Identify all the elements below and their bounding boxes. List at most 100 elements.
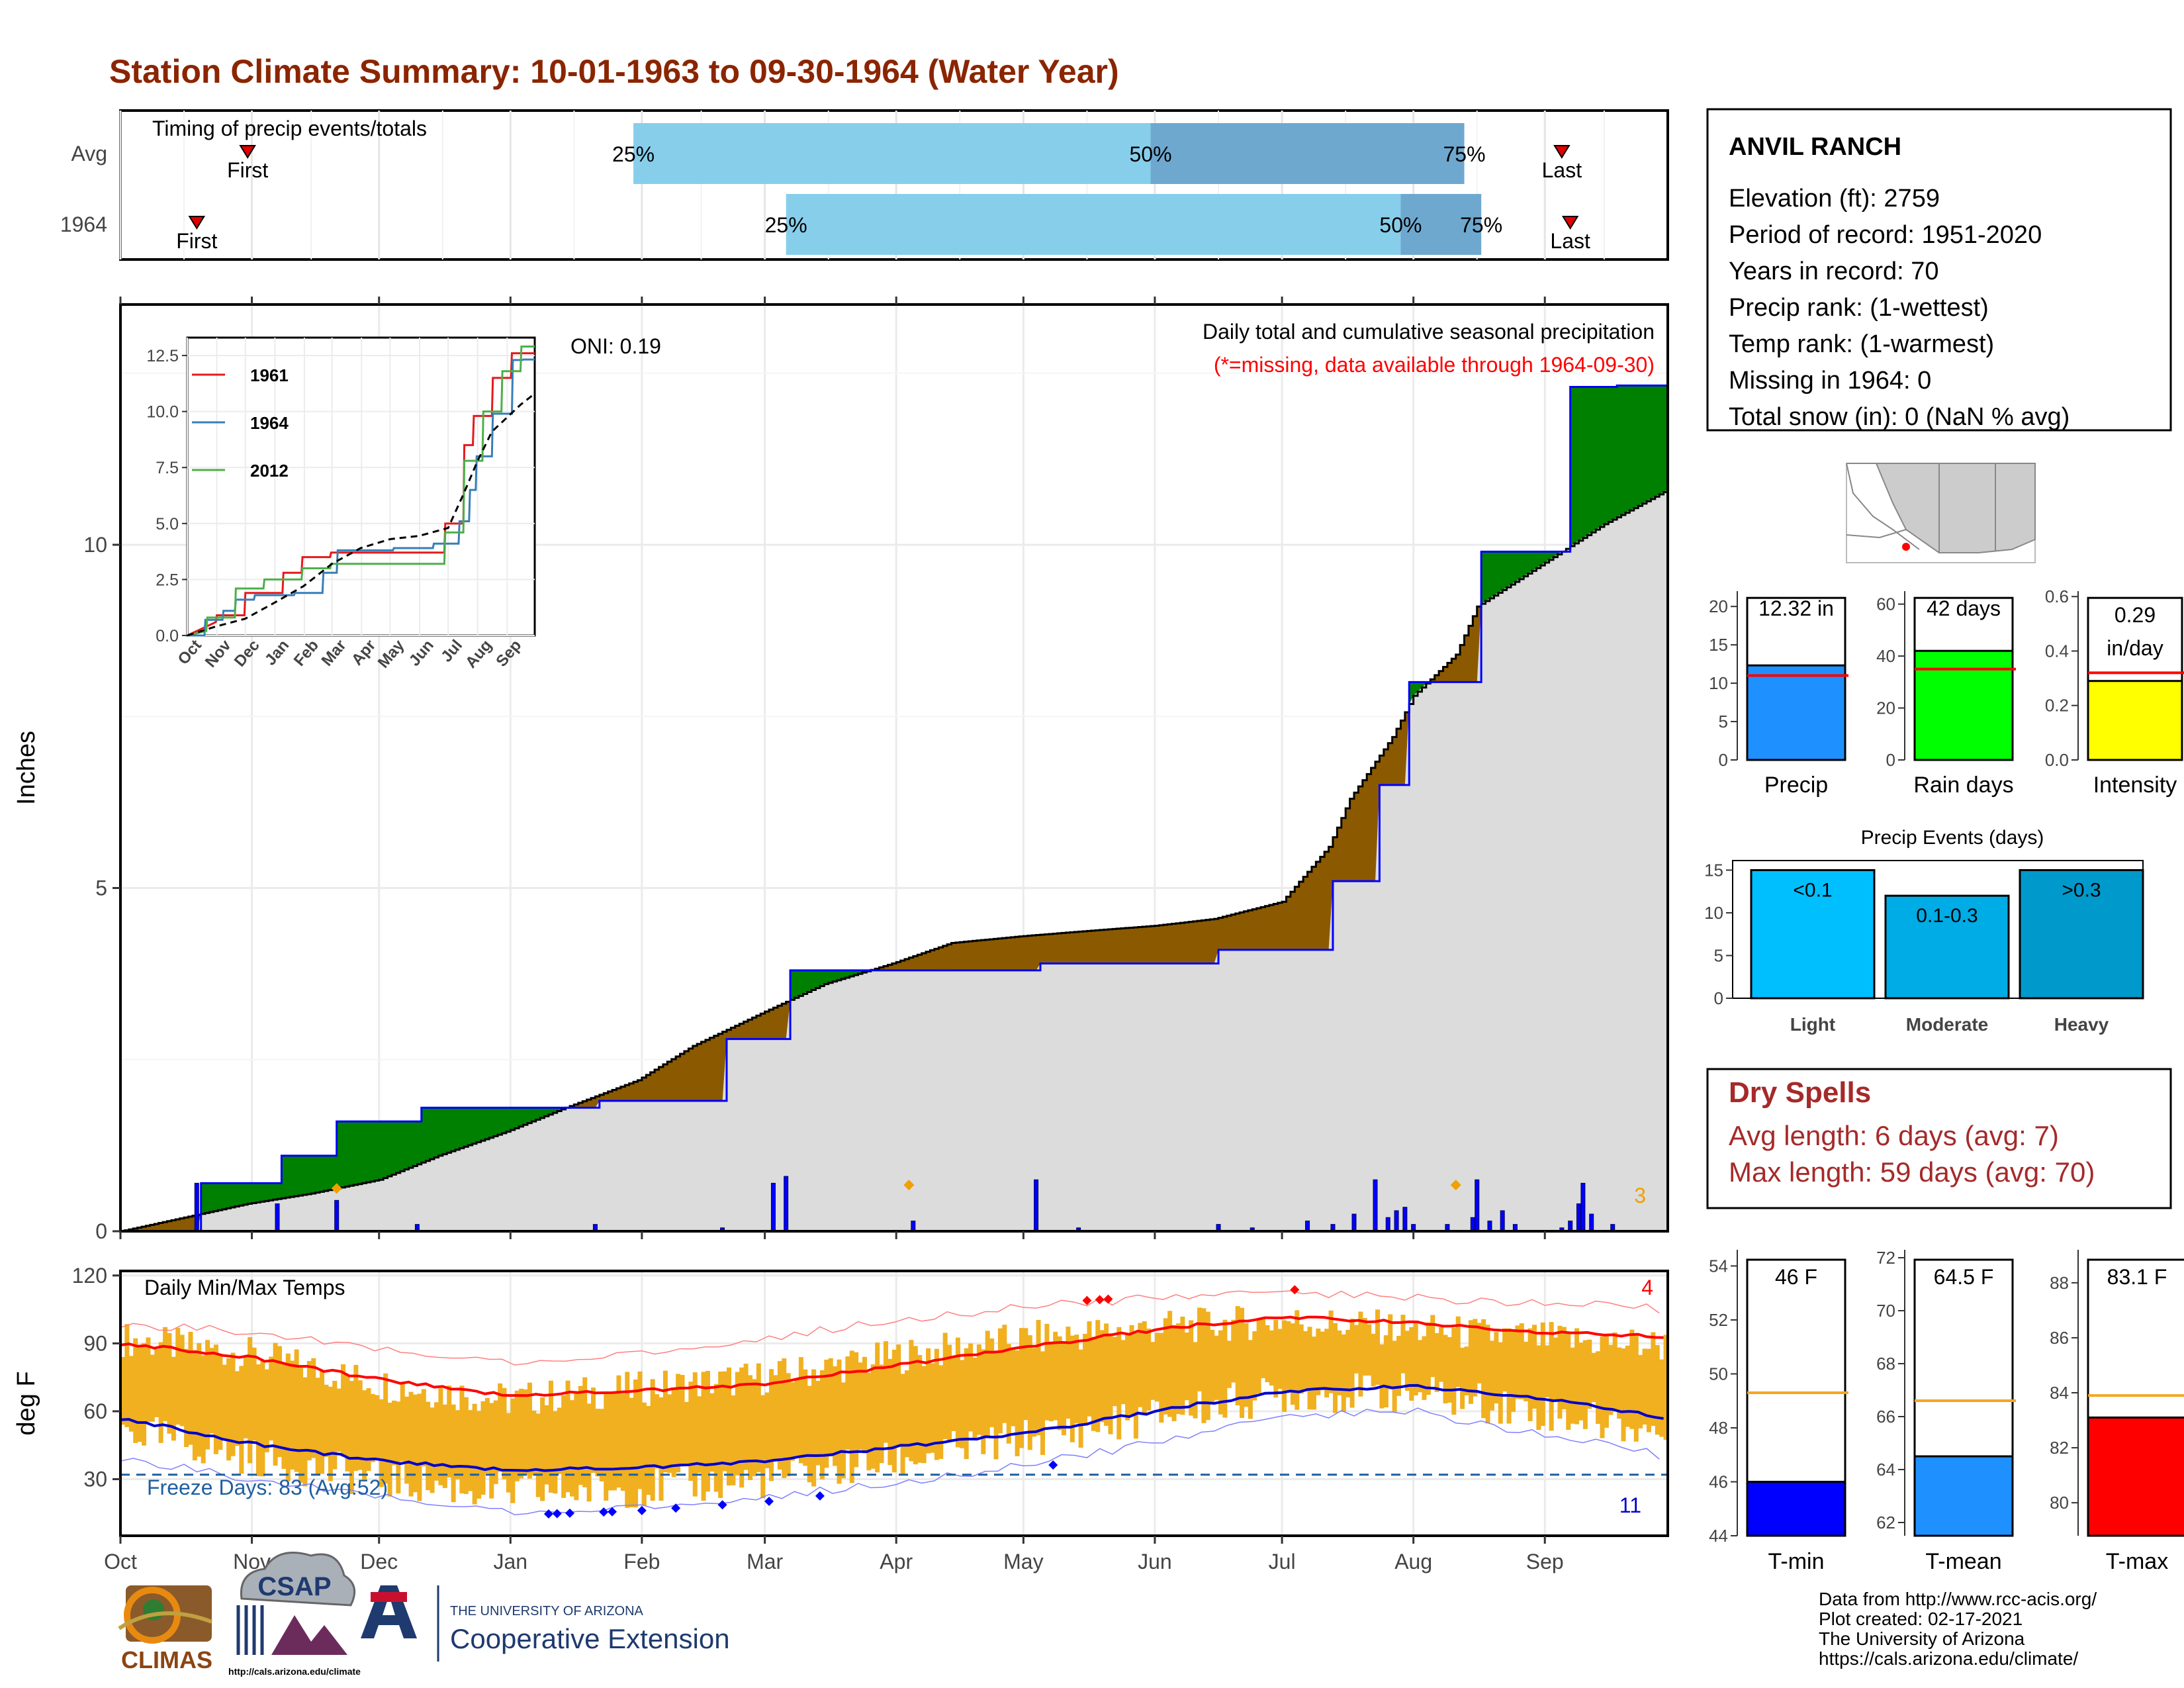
temp-stat-value-label: 64.5 F xyxy=(1934,1265,1994,1289)
csap-url: http://cals.arizona.edu/climate xyxy=(228,1666,361,1677)
inset-avg-line xyxy=(187,393,535,637)
inset-y-tick: 7.5 xyxy=(156,459,179,477)
cumulative-baseline-area xyxy=(120,490,1668,1231)
events-y-tick: 0 xyxy=(1714,988,1723,1008)
csap-logo: CSAP http://cals.arizona.edu/climate xyxy=(228,1552,361,1677)
record-cold-marker xyxy=(815,1491,825,1501)
stat-y-tick: 0 xyxy=(1886,750,1895,770)
temp-stat-y-tick: 72 xyxy=(1876,1248,1895,1268)
temp-panel-label: Daily Min/Max Temps xyxy=(144,1276,345,1299)
stat-y-tick: 0 xyxy=(1719,750,1728,770)
record-cold-marker xyxy=(764,1497,774,1507)
station-period: Period of record: 1951-2020 xyxy=(1729,221,2042,249)
ua-small-text: THE UNIVERSITY OF ARIZONA xyxy=(450,1604,644,1618)
daily-precip-bar xyxy=(275,1203,280,1232)
avg-tmax-line xyxy=(120,1315,1664,1397)
footer-line-2: Plot created: 02-17-2021 xyxy=(1819,1609,2023,1629)
timing-panel: Timing of precip events/totals Avg 1964 … xyxy=(60,109,1669,261)
temp-stat-bar-t-mean xyxy=(1913,1455,2014,1537)
stat-bar-intensity xyxy=(2087,680,2183,761)
event-bar-light xyxy=(1750,868,1876,1000)
event-category-label: Light xyxy=(1790,1014,1835,1035)
stat-bar-rain_days xyxy=(1913,649,2014,761)
temp-stat-bar-t-max xyxy=(2087,1416,2184,1537)
event-bar-moderate xyxy=(1884,894,2010,1000)
temp-stat-name-label: T-mean xyxy=(1925,1549,2001,1574)
timing-first-marker xyxy=(188,216,206,230)
timing-q50-q75-bar xyxy=(1150,123,1465,184)
inset-legend: 1961 1964 2012 xyxy=(192,365,289,481)
station-info-box: ANVIL RANCH Elevation (ft): 2759 Period … xyxy=(1706,108,2172,432)
record-cold-marker xyxy=(1048,1460,1058,1470)
temp-stat-y-tick: 88 xyxy=(2050,1273,2069,1293)
footer-line-3: The University of Arizona xyxy=(1819,1628,2025,1649)
event-bar-label: 0.1-0.3 xyxy=(1916,905,1978,927)
extreme-precip-marker xyxy=(903,1180,915,1191)
precip-summary-bars: 0 5 10 15 20 12.32 in Precip 0 20 40 60 42 days Rain… xyxy=(1709,586,2184,798)
daily-precip-bar xyxy=(1394,1210,1399,1232)
temp-y-axis-label: deg F xyxy=(13,1371,40,1435)
record-hot-marker xyxy=(1082,1295,1092,1305)
precip-y-axis-label: Inches xyxy=(13,731,40,805)
temp-stat-y-tick: 84 xyxy=(2050,1383,2069,1403)
stat-y-tick: 0.4 xyxy=(2045,641,2069,661)
precip-y-tick: 5 xyxy=(95,876,107,900)
temp-y-tick: 60 xyxy=(83,1399,107,1423)
temp-y-tick: 30 xyxy=(83,1468,107,1491)
month-tick-label: Sep xyxy=(1526,1550,1564,1573)
timing-q25-label: 25% xyxy=(612,142,655,166)
event-bar-label: <0.1 xyxy=(1793,879,1832,901)
stat-y-tick: 60 xyxy=(1876,594,1895,614)
temp-stat-y-tick: 48 xyxy=(1709,1418,1728,1438)
daily-precip-bar xyxy=(1589,1213,1594,1232)
stat-value-label: 42 days xyxy=(1927,596,2001,620)
daily-precip-bar xyxy=(1475,1179,1480,1232)
daily-precip-bar xyxy=(194,1182,199,1232)
temp-stat-y-tick: 80 xyxy=(2050,1493,2069,1513)
temp-stat-y-tick: 82 xyxy=(2050,1438,2069,1458)
inset-series-1961 xyxy=(187,352,535,637)
timing-q50-q75-bar xyxy=(1400,194,1482,255)
ua-logo: THE UNIVERSITY OF ARIZONA Cooperative Ex… xyxy=(361,1585,730,1662)
record-cold-marker xyxy=(565,1508,574,1518)
timing-q50-label: 50% xyxy=(1130,142,1172,166)
inset-legend-1961: 1961 xyxy=(250,365,289,385)
precip-y-tick: 10 xyxy=(83,533,107,557)
timing-last-label: Last xyxy=(1542,158,1582,182)
station-precip-rank: Precip rank: (1-wettest) xyxy=(1729,294,1989,322)
events-y-tick: 15 xyxy=(1704,860,1723,880)
station-missing: Missing in 1964: 0 xyxy=(1729,367,1931,395)
timing-first-label: First xyxy=(176,229,217,253)
record-cold-marker xyxy=(671,1503,681,1513)
dry-spells-box: Dry Spells Avg length: 6 days (avg: 7) M… xyxy=(1706,1068,2172,1209)
stat-y-tick: 0.0 xyxy=(2045,750,2069,770)
daily-precip-bar xyxy=(1385,1217,1390,1232)
record-cold-marker xyxy=(543,1509,553,1519)
timing-q75-label: 75% xyxy=(1460,213,1502,237)
timing-q25-q50-bar xyxy=(633,123,1151,184)
daily-precip-bar xyxy=(1034,1179,1039,1232)
hot-days-count: 4 xyxy=(1641,1276,1653,1299)
daily-precip-bar xyxy=(1580,1182,1586,1232)
precip-panel: 0 5 10 Inches ONI: 0.19 Daily total and cu… xyxy=(13,297,1669,1243)
stat-name-label: Intensity xyxy=(2093,773,2177,798)
temp-stat-y-tick: 46 xyxy=(1709,1472,1728,1491)
timing-row-year-label: 1964 xyxy=(60,212,107,236)
stat-y-tick: 40 xyxy=(1876,646,1895,666)
inset-y-tick: 2.5 xyxy=(156,571,179,589)
month-tick-label: Dec xyxy=(360,1550,398,1573)
temp-stat-name-label: T-min xyxy=(1768,1549,1825,1574)
daily-precip-bar xyxy=(1576,1203,1581,1232)
stat-y-tick: 5 xyxy=(1719,712,1728,731)
footer-line-1: Data from http://www.rcc-acis.org/ xyxy=(1819,1589,2097,1609)
footer-credits: Data from http://www.rcc-acis.org/ Plot … xyxy=(1819,1589,2097,1669)
ua-big-text: Cooperative Extension xyxy=(450,1623,730,1654)
temp-stat-y-tick: 52 xyxy=(1709,1310,1728,1330)
footer-line-4: https://cals.arizona.edu/climate/ xyxy=(1819,1648,2078,1669)
month-tick-label: Jun xyxy=(1138,1550,1172,1573)
record-cold-marker xyxy=(608,1507,617,1517)
stat-name-label: Rain days xyxy=(1913,773,2013,798)
timing-q50-label: 50% xyxy=(1379,213,1422,237)
